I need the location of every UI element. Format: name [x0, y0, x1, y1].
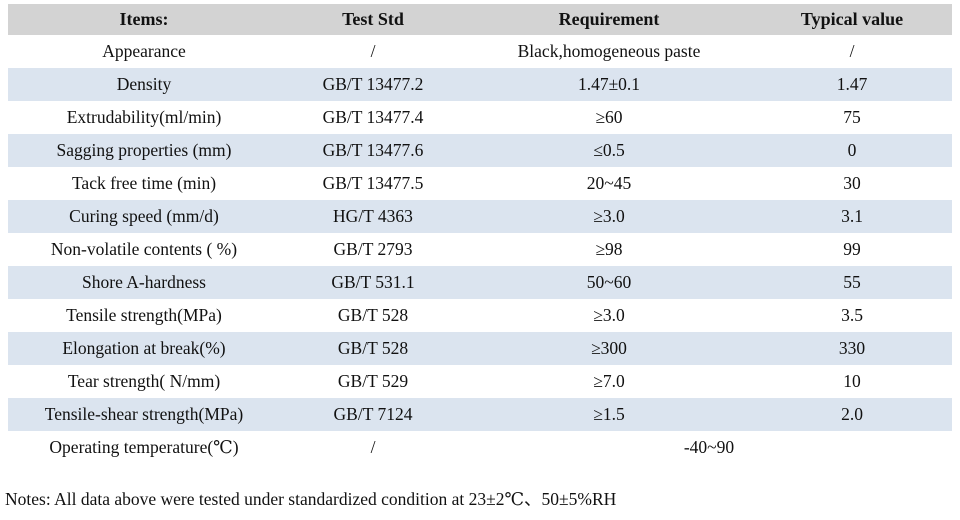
cell-item: Density — [8, 68, 280, 101]
cell-item: Curing speed (mm/d) — [8, 200, 280, 233]
cell-item: Tack free time (min) — [71, 173, 217, 194]
cell-typical-value: 3.1 — [752, 200, 952, 233]
cell-test-std: GB/T 529 — [337, 371, 409, 392]
cell-requirement: ≥1.5 — [466, 398, 752, 431]
header-items: Items: — [8, 4, 280, 35]
cell-requirement: 50~60 — [466, 266, 752, 299]
table-row: Tensile strength(MPa) GB/T 528 ≥3.0 3.5 — [8, 299, 952, 332]
notes-text: Notes: All data above were tested under … — [5, 489, 617, 509]
cell-typical-value: 0 — [752, 134, 952, 167]
cell-requirement: -40~90 — [683, 437, 735, 458]
cell-requirement: ≥7.0 — [593, 371, 625, 392]
cell-typical-value: 10 — [843, 371, 861, 392]
cell-typical-value: 99 — [843, 239, 861, 260]
cell-test-std: GB/T 531.1 — [280, 266, 466, 299]
spec-table-header: Items: Test Std Requirement Typical valu… — [8, 4, 952, 35]
table-row: Density GB/T 13477.2 1.47±0.1 1.47 — [8, 68, 952, 101]
cell-test-std: GB/T 2793 — [333, 239, 413, 260]
cell-requirement: ≥3.0 — [593, 305, 625, 326]
table-row: Extrudability(ml/min) GB/T 13477.4 ≥60 75 — [8, 101, 952, 134]
cell-typical-value: 330 — [752, 332, 952, 365]
cell-typical-value: 1.47 — [752, 68, 952, 101]
cell-typical-value: 3.5 — [841, 305, 863, 326]
cell-test-std: GB/T 13477.2 — [280, 68, 466, 101]
cell-test-std: GB/T 13477.5 — [322, 173, 424, 194]
cell-typical-value: / — [849, 41, 855, 62]
cell-requirement: ≥98 — [595, 239, 623, 260]
cell-test-std: GB/T 13477.6 — [280, 134, 466, 167]
cell-requirement: ≥3.0 — [466, 200, 752, 233]
cell-test-std: GB/T 528 — [280, 332, 466, 365]
cell-item: Shore A-hardness — [8, 266, 280, 299]
cell-typical-value: 30 — [843, 173, 861, 194]
cell-typical-value: 55 — [752, 266, 952, 299]
header-test-std: Test Std — [280, 4, 466, 35]
cell-requirement: 1.47±0.1 — [466, 68, 752, 101]
cell-item: Tensile-shear strength(MPa) — [8, 398, 280, 431]
table-row: Non-volatile contents ( %) GB/T 2793 ≥98 99 — [8, 233, 952, 266]
cell-test-std: GB/T 528 — [337, 305, 409, 326]
cell-test-std: HG/T 4363 — [280, 200, 466, 233]
cell-item: Appearance — [102, 41, 186, 62]
table-row: Operating temperature(℃) / -40~90 — [8, 431, 952, 464]
spec-table-body: Appearance / Black,homogeneous paste / Densi… — [8, 35, 952, 464]
cell-item: Tensile strength(MPa) — [66, 305, 222, 326]
cell-test-std: GB/T 13477.4 — [322, 107, 424, 128]
table-row: Tear strength( N/mm) GB/T 529 ≥7.0 10 — [8, 365, 952, 398]
cell-item: Non-volatile contents ( %) — [50, 239, 238, 260]
spec-table: Items: Test Std Requirement Typical valu… — [8, 4, 952, 464]
table-row: Tack free time (min) GB/T 13477.5 20~45 30 — [8, 167, 952, 200]
header-row: Items: Test Std Requirement Typical valu… — [8, 4, 952, 35]
table-row: Elongation at break(%) GB/T 528 ≥300 330 — [8, 332, 952, 365]
cell-requirement: ≥60 — [595, 107, 623, 128]
cell-requirement: ≤0.5 — [466, 134, 752, 167]
table-row: Curing speed (mm/d) HG/T 4363 ≥3.0 3.1 — [8, 200, 952, 233]
cell-test-std: / — [370, 41, 376, 62]
cell-requirement: Black,homogeneous paste — [517, 41, 701, 62]
cell-test-std: GB/T 7124 — [280, 398, 466, 431]
table-row: Appearance / Black,homogeneous paste / — [8, 35, 952, 68]
table-row: Tensile-shear strength(MPa) GB/T 7124 ≥1.5… — [8, 398, 952, 431]
table-row: Shore A-hardness GB/T 531.1 50~60 55 — [8, 266, 952, 299]
cell-typical-value: 75 — [843, 107, 861, 128]
cell-item: Tear strength( N/mm) — [67, 371, 221, 392]
cell-item: Sagging properties (mm) — [8, 134, 280, 167]
cell-typical-value: 2.0 — [752, 398, 952, 431]
cell-test-std: / — [370, 437, 376, 458]
cell-item: Elongation at break(%) — [8, 332, 280, 365]
cell-item: Operating temperature(℃) — [49, 437, 239, 458]
table-row: Sagging properties (mm) GB/T 13477.6 ≤0.5 0 — [8, 134, 952, 167]
header-requirement: Requirement — [466, 4, 752, 35]
header-typical-value: Typical value — [752, 4, 952, 35]
cell-requirement: ≥300 — [466, 332, 752, 365]
cell-requirement: 20~45 — [586, 173, 632, 194]
cell-item: Extrudability(ml/min) — [66, 107, 222, 128]
